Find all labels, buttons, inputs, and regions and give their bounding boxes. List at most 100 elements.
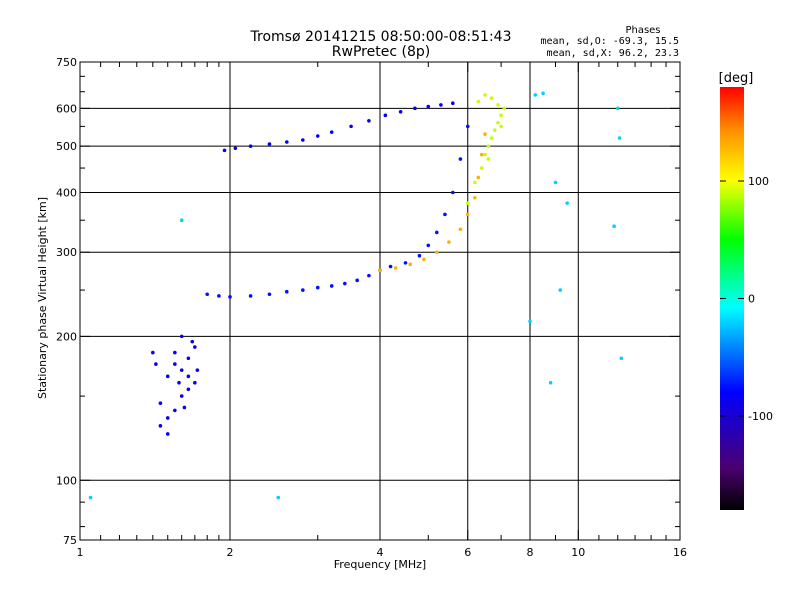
y-tick-label: 400 (56, 186, 77, 199)
data-point (476, 175, 481, 180)
data-point (165, 432, 170, 436)
data-point (165, 374, 170, 379)
data-point (367, 119, 371, 123)
data-point (473, 195, 477, 200)
chart-subtitle: RwPretec (8p) (332, 44, 430, 60)
y-axis-label: Stationary phase Virtual Height [km] (36, 197, 49, 399)
data-point (426, 104, 431, 109)
data-point (548, 380, 553, 385)
data-point (378, 268, 382, 273)
data-point (476, 99, 481, 104)
data-point (179, 334, 184, 339)
chart-title: Tromsø 20141215 08:50:00-08:51:43 (250, 29, 512, 45)
y-tick-label: 75 (63, 534, 77, 547)
data-point (173, 350, 177, 355)
data-point (465, 201, 470, 205)
colorbar-tick-label: 0 (748, 293, 755, 306)
data-point (413, 106, 417, 111)
legend-o-mode: mean, sd,O: -69.3, 15.5 (541, 36, 679, 47)
data-point (301, 138, 305, 142)
data-point (493, 128, 497, 132)
data-point (422, 257, 426, 262)
y-tick-label: 300 (56, 246, 77, 259)
data-point (190, 339, 195, 344)
data-point (179, 218, 184, 223)
y-tick-label: 100 (56, 474, 77, 487)
data-point (193, 380, 197, 385)
x-axis-tick-labels: 1 2 4 6 8 10 16 (77, 546, 688, 559)
y-tick-label: 200 (56, 330, 77, 343)
data-point (426, 243, 431, 248)
data-point (458, 157, 463, 161)
data-point (447, 240, 451, 244)
data-point (489, 96, 494, 100)
data-point (496, 120, 500, 125)
y-tick-label: 600 (56, 102, 77, 115)
data-point (388, 264, 393, 269)
data-point (565, 201, 569, 205)
grid-lines (80, 62, 680, 540)
data-point (553, 180, 558, 185)
data-point (151, 350, 155, 355)
data-point (541, 91, 545, 96)
data-point (451, 101, 455, 105)
x-tick-label: 4 (377, 546, 384, 559)
data-point (329, 284, 334, 288)
data-point (186, 356, 191, 361)
data-point (177, 380, 181, 385)
data-point (367, 273, 371, 278)
data-point (248, 144, 253, 148)
data-point (483, 132, 487, 136)
data-point (267, 292, 272, 297)
data-point (276, 495, 281, 500)
data-point (533, 93, 538, 97)
data-point (179, 368, 184, 372)
data-point (186, 387, 191, 392)
data-point (612, 224, 616, 229)
legend-title: Phases (625, 25, 660, 36)
data-point (479, 166, 484, 170)
data-point (179, 394, 184, 398)
data-point (173, 408, 177, 413)
data-point (349, 124, 353, 129)
y-tick-label: 750 (56, 56, 77, 69)
data-point (182, 405, 187, 410)
data-point (417, 253, 422, 258)
data-point (217, 294, 221, 298)
data-point (315, 134, 320, 138)
data-point (528, 319, 532, 324)
data-point (154, 362, 158, 366)
data-point (393, 266, 398, 270)
data-point (486, 144, 491, 148)
data-point (165, 416, 170, 420)
data-point (619, 356, 624, 361)
y-tick-label: 500 (56, 140, 77, 153)
data-point (499, 124, 503, 129)
x-tick-label: 6 (464, 546, 471, 559)
data-point (267, 142, 272, 146)
data-point (499, 113, 503, 118)
data-points (88, 91, 624, 500)
data-point (315, 285, 320, 290)
data-point (205, 292, 209, 297)
x-tick-label: 2 (227, 546, 234, 559)
x-axis-label: Frequency [MHz] (334, 558, 426, 571)
data-point (434, 230, 439, 235)
data-point (158, 401, 163, 405)
data-point (451, 190, 455, 195)
data-point (228, 295, 232, 299)
data-point (284, 140, 289, 144)
x-tick-label: 10 (571, 546, 585, 559)
colorbar-label: [deg] (719, 71, 754, 86)
data-point (489, 136, 494, 140)
colorbar-tick-label: 100 (748, 175, 769, 188)
data-point (483, 152, 487, 157)
data-point (329, 130, 334, 134)
data-point (465, 212, 470, 217)
data-point (439, 103, 443, 107)
data-point (343, 281, 347, 286)
data-point (186, 374, 191, 379)
data-point (483, 93, 487, 97)
data-point (458, 227, 463, 232)
